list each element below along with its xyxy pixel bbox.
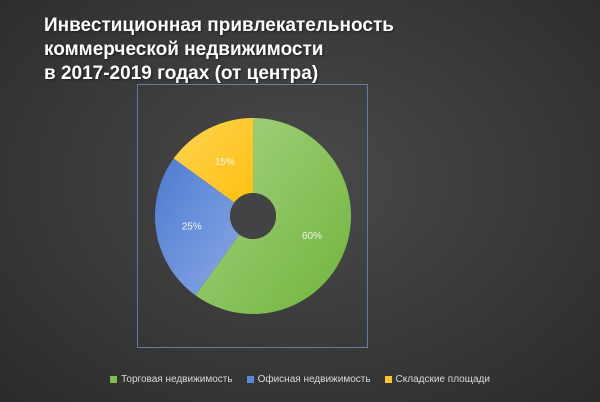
legend-label-warehouse: Складские площади (395, 374, 490, 385)
chart-title-line-3: в 2017-2019 годах (от центра) (44, 63, 319, 84)
legend-label-office: Офисная недвижимость (257, 374, 371, 385)
slice-office (155, 158, 240, 296)
legend-item-office: Офисная недвижимость (246, 374, 371, 385)
donut-hole (230, 193, 276, 239)
legend-swatch-retail (110, 376, 118, 383)
chart-title-line-1: Инвестиционная привлекательность (44, 15, 394, 36)
chart-title-line-2: коммерческой недвижимости (44, 39, 324, 60)
plot-area-frame (137, 84, 368, 348)
data-label-office: 25% (182, 222, 202, 233)
legend-swatch-warehouse (384, 376, 392, 383)
chart-title: Инвестиционная привлекательность коммерч… (44, 14, 404, 86)
slice-warehouse (173, 118, 253, 203)
legend-label-retail: Торговая недвижимость (121, 374, 233, 385)
data-label-retail: 60% (302, 231, 322, 242)
legend-item-retail: Торговая недвижимость (110, 374, 233, 385)
slice-retail (195, 118, 351, 314)
legend: Торговая недвижимость Офисная недвижимос… (0, 374, 600, 385)
legend-item-warehouse: Складские площади (384, 374, 490, 385)
data-label-warehouse: 15% (215, 157, 235, 168)
legend-swatch-office (246, 376, 254, 383)
